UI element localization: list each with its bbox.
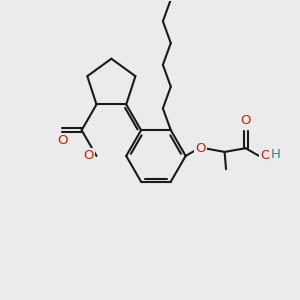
Text: O: O: [240, 114, 251, 128]
Text: O: O: [57, 134, 68, 147]
Text: H: H: [270, 148, 280, 161]
Text: O: O: [84, 149, 94, 162]
Text: O: O: [195, 142, 206, 155]
Text: O: O: [260, 149, 271, 162]
